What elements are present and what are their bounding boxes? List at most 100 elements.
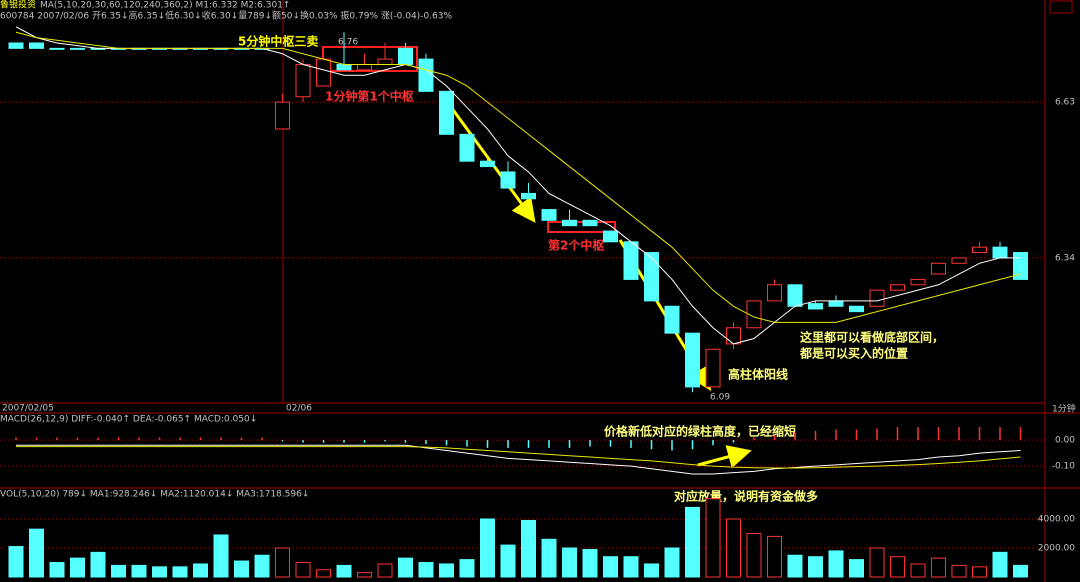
candle-body bbox=[275, 101, 290, 130]
candle-body bbox=[562, 219, 577, 227]
period-label: 1分钟 bbox=[1052, 403, 1076, 415]
volume-bar bbox=[500, 544, 516, 578]
candle-body bbox=[398, 47, 413, 65]
volume-bar bbox=[726, 518, 741, 578]
stock-name: 鲁银投资 bbox=[0, 0, 36, 11]
annotation: 这里都可以看做底部区间， bbox=[800, 330, 944, 345]
volume-bar bbox=[767, 535, 782, 578]
volume-bar bbox=[910, 563, 926, 578]
x-tick-label: 02/06 bbox=[286, 404, 312, 414]
volume-bar bbox=[787, 554, 803, 578]
candle-body bbox=[70, 47, 85, 50]
arrows bbox=[438, 91, 752, 469]
volume-bar bbox=[480, 518, 495, 578]
candle-body bbox=[869, 289, 885, 307]
volume-bar bbox=[849, 559, 864, 578]
volume-bar bbox=[254, 554, 270, 578]
candle-body bbox=[664, 305, 680, 334]
candle-body bbox=[623, 241, 639, 280]
volume-bar bbox=[972, 566, 987, 578]
volume-bar bbox=[172, 566, 188, 578]
volume-bar bbox=[582, 548, 598, 578]
volume-bar bbox=[336, 564, 352, 578]
volume-bar bbox=[746, 533, 762, 578]
candle-body bbox=[418, 58, 434, 92]
candle-body bbox=[1013, 252, 1028, 280]
candle-body bbox=[29, 42, 44, 49]
candle-body bbox=[316, 58, 331, 87]
candle-body bbox=[49, 47, 65, 50]
candle-body bbox=[521, 192, 536, 200]
candle-body bbox=[541, 209, 557, 221]
volume-bar bbox=[316, 569, 331, 578]
volume-bar bbox=[418, 562, 434, 578]
low-label: 6.09 bbox=[710, 393, 730, 403]
annotation: 5分钟中枢三卖 bbox=[238, 34, 318, 49]
candle-body bbox=[849, 305, 864, 313]
volume-bar bbox=[275, 547, 290, 578]
volume-bar bbox=[992, 551, 1008, 578]
candle-body bbox=[685, 332, 700, 388]
volume-bar bbox=[705, 498, 721, 578]
volume-bar bbox=[70, 557, 85, 578]
high-label: 6.76 bbox=[338, 38, 358, 48]
y-tick-label: 2000.00 bbox=[1038, 544, 1075, 554]
volume-bar bbox=[152, 566, 167, 578]
volume-bar bbox=[213, 534, 229, 578]
volume-bar bbox=[49, 562, 65, 578]
volume-bar bbox=[828, 550, 844, 578]
volume-bar bbox=[29, 528, 44, 578]
volume-bar bbox=[603, 556, 618, 578]
y-tick-label: 6.63 bbox=[1055, 98, 1075, 108]
ma-line bbox=[15, 31, 1021, 323]
y-tick-label: 0.00 bbox=[1055, 436, 1075, 446]
volume-bar bbox=[890, 556, 905, 578]
volume-bar bbox=[931, 557, 946, 578]
candle-body bbox=[931, 262, 946, 275]
candle-body bbox=[582, 219, 598, 227]
candle-body bbox=[8, 42, 24, 49]
ma-header: MA(5,10,20,30,60,120,240,360,2) M1:6.332… bbox=[40, 1, 290, 11]
candle-body bbox=[767, 284, 782, 302]
x-tick-label: 2007/02/05 bbox=[2, 404, 54, 414]
volume-bar bbox=[90, 551, 106, 578]
candle-body bbox=[603, 230, 618, 243]
volume-bar bbox=[193, 563, 208, 578]
candle-body bbox=[480, 160, 495, 168]
candle-body bbox=[377, 58, 393, 65]
ma-line bbox=[16, 444, 1021, 475]
candle-body bbox=[439, 90, 454, 135]
volume-bar bbox=[111, 564, 126, 578]
volume-bar bbox=[562, 547, 577, 578]
volume-bar bbox=[398, 557, 413, 578]
volume-bar bbox=[131, 564, 147, 578]
candle-body bbox=[295, 63, 311, 98]
volume-bar bbox=[644, 563, 659, 578]
candle-body bbox=[828, 300, 844, 307]
macd-header: MACD(26,12,9) DIFF:-0.040↑ DEA:-0.065↑ M… bbox=[0, 415, 257, 425]
volume-bar bbox=[295, 562, 311, 578]
volume-bar bbox=[623, 556, 639, 578]
candle-body bbox=[808, 303, 823, 310]
volume-bar bbox=[1013, 564, 1028, 578]
y-tick-label: 6.34 bbox=[1055, 253, 1075, 263]
volume-bar bbox=[459, 559, 475, 578]
candle-body bbox=[726, 327, 741, 345]
volume-bar bbox=[8, 546, 24, 578]
quote-header: 600784 2007/02/06 开6.35↓高6.35↓低6.30↓收6.3… bbox=[0, 10, 452, 22]
y-tick-label: -0.10 bbox=[1052, 462, 1076, 472]
annotation: 高柱体阳线 bbox=[728, 367, 788, 382]
candle-body bbox=[746, 300, 762, 329]
candle-body bbox=[357, 63, 372, 71]
candle-body bbox=[459, 133, 475, 162]
y-tick-label: 4000.00 bbox=[1038, 515, 1075, 525]
volume-bar bbox=[439, 563, 454, 578]
candle-body bbox=[336, 63, 352, 71]
candle-body bbox=[972, 246, 987, 254]
annotation: 都是可以买入的位置 bbox=[799, 346, 908, 361]
annotation: 对应放量，说明有资金做多 bbox=[674, 489, 818, 504]
candle-body bbox=[787, 284, 803, 307]
annotation: 第2个中枢 bbox=[548, 238, 604, 253]
candle-body bbox=[890, 284, 905, 291]
